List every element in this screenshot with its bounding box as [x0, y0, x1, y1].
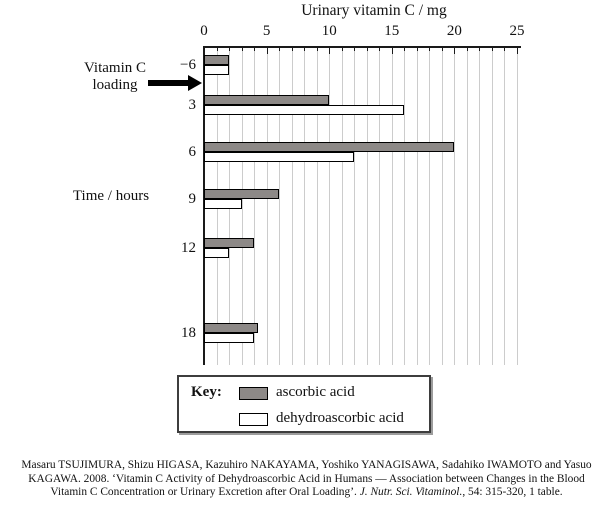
- loading-arrow-head-icon: [188, 75, 202, 91]
- axis-tick: [479, 46, 481, 51]
- bar-dehydroascorbic-acid: [204, 105, 404, 115]
- x-axis-line: [203, 46, 521, 48]
- axis-tick: [329, 46, 331, 54]
- vitamin-c-loading-line1: Vitamin C: [83, 60, 146, 76]
- citation-line2: KAGAWA. 2008. ‘Vitamin C Activity of Deh…: [28, 472, 585, 485]
- x-tick-label: 10: [321, 23, 337, 39]
- loading-arrow-icon: [148, 80, 190, 86]
- bar-dehydroascorbic-acid: [204, 333, 254, 343]
- axis-tick: [316, 46, 318, 51]
- bar-ascorbic-acid: [204, 142, 454, 152]
- gridline: [441, 46, 443, 365]
- vitamin-c-loading-line2: loading: [92, 76, 138, 93]
- y-category-label: 12: [181, 240, 196, 256]
- gridline: [404, 46, 406, 365]
- gridline: [429, 46, 431, 365]
- bar-ascorbic-acid: [204, 323, 258, 333]
- gridline: [454, 46, 456, 365]
- x-tick-label: 25: [509, 23, 525, 39]
- y-category-label: 6: [188, 144, 197, 160]
- gridline: [416, 46, 418, 365]
- dehydroascorbic-acid-label: dehydroascorbic acid: [276, 410, 404, 426]
- axis-tick: [416, 46, 418, 51]
- axis-tick: [241, 46, 243, 51]
- axis-tick: [204, 46, 205, 54]
- gridline: [316, 46, 318, 365]
- axis-tick: [266, 46, 268, 54]
- legend-key-box: Key: ascorbic acid dehydroascorbic acid: [177, 375, 431, 433]
- axis-tick: [354, 46, 356, 51]
- gridline: [466, 46, 468, 365]
- axis-tick: [366, 46, 368, 51]
- bar-dehydroascorbic-acid: [204, 248, 229, 258]
- axis-tick: [491, 46, 493, 51]
- citation-journal-name: J. Nutr. Sci. Vitaminol.: [359, 486, 463, 498]
- axis-tick: [291, 46, 293, 51]
- bar-ascorbic-acid: [204, 95, 329, 105]
- axis-tick: [229, 46, 231, 51]
- x-tick-label: 5: [262, 23, 271, 39]
- axis-tick: [254, 46, 256, 51]
- axis-tick: [504, 46, 506, 51]
- bar-dehydroascorbic-acid: [204, 152, 354, 162]
- bar-dehydroascorbic-acid: [204, 65, 229, 75]
- gridline: [241, 46, 243, 365]
- gridline: [291, 46, 293, 365]
- citation-line3: Vitamin C Concentration or Urinary Excre…: [0, 486, 613, 500]
- gridline: [391, 46, 393, 365]
- citation: Masaru TSUJIMURA, Shizu HIGASA, Kazuhiro…: [0, 459, 613, 500]
- gridline: [504, 46, 506, 365]
- gridline: [479, 46, 481, 365]
- axis-tick: [341, 46, 343, 51]
- x-axis-title: Urinary vitamin C / mg: [301, 2, 447, 19]
- axis-tick: [429, 46, 431, 51]
- axis-tick: [216, 46, 218, 51]
- gridline: [329, 46, 331, 365]
- axis-tick: [466, 46, 468, 51]
- gridline: [491, 46, 493, 365]
- gridline: [354, 46, 356, 365]
- gridline: [266, 46, 268, 365]
- x-tick-label: 20: [446, 23, 462, 39]
- bar-ascorbic-acid: [204, 189, 279, 199]
- citation-line3-prefix: Vitamin C Concentration or Urinary Excre…: [50, 486, 360, 498]
- gridline: [366, 46, 368, 365]
- bar-dehydroascorbic-acid: [204, 199, 242, 209]
- axis-tick: [441, 46, 443, 51]
- axis-tick: [304, 46, 306, 51]
- y-category-label: 3: [188, 97, 197, 113]
- x-tick-label: 0: [200, 23, 208, 39]
- key-title: Key:: [191, 384, 222, 400]
- y-category-label: 9: [188, 191, 197, 207]
- axis-tick: [454, 46, 456, 54]
- dehydroascorbic-acid-swatch: [239, 413, 268, 426]
- bar-ascorbic-acid: [204, 55, 229, 65]
- gridline: [341, 46, 343, 365]
- gridline: [379, 46, 381, 365]
- y-category-label: 18: [181, 325, 196, 341]
- y-category-label: −6: [180, 57, 196, 73]
- axis-tick: [404, 46, 406, 51]
- vitamin-c-loading-label: Vitamin C loading: [66, 60, 164, 93]
- citation-line3-suffix: , 54: 315-320, 1 table.: [462, 486, 563, 498]
- axis-tick: [517, 46, 518, 54]
- axis-tick: [391, 46, 393, 54]
- gridline: [254, 46, 256, 365]
- y-axis-title: Time / hours: [72, 188, 150, 204]
- x-tick-label: 15: [384, 23, 400, 39]
- gridline: [517, 46, 518, 365]
- gridline: [279, 46, 281, 365]
- axis-tick: [279, 46, 281, 51]
- axis-tick: [379, 46, 381, 51]
- ascorbic-acid-swatch: [239, 387, 268, 400]
- citation-line1: Masaru TSUJIMURA, Shizu HIGASA, Kazuhiro…: [21, 459, 592, 471]
- gridline: [304, 46, 306, 365]
- bar-ascorbic-acid: [204, 238, 254, 248]
- ascorbic-acid-label: ascorbic acid: [276, 384, 355, 400]
